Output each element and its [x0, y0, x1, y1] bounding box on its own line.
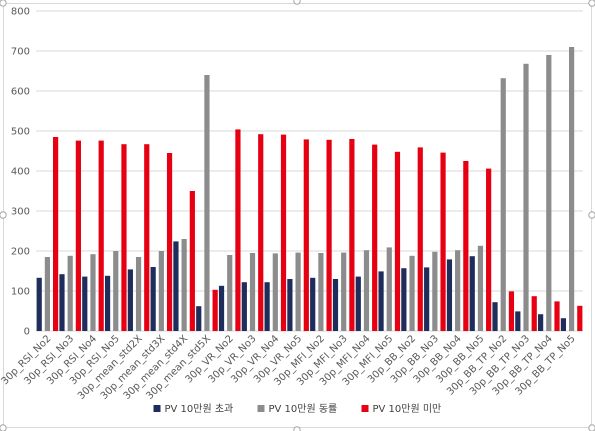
y-tick-label: 700 — [11, 47, 30, 58]
bar — [463, 161, 469, 331]
bar — [378, 271, 384, 331]
bar — [560, 318, 567, 331]
bar — [508, 291, 515, 331]
bar — [104, 275, 111, 331]
bar — [310, 277, 316, 331]
legend-swatch — [153, 405, 161, 412]
bar — [424, 267, 430, 331]
bar — [546, 55, 552, 331]
bar — [341, 252, 347, 331]
bar — [401, 268, 407, 331]
bar — [249, 253, 256, 331]
bar — [394, 151, 401, 331]
bar — [241, 282, 247, 331]
bar — [113, 251, 119, 331]
bar — [446, 259, 453, 331]
bar — [44, 257, 50, 331]
bar — [235, 129, 241, 331]
bar — [295, 252, 301, 331]
bar — [127, 269, 133, 331]
bar — [332, 279, 339, 331]
bar — [303, 139, 309, 331]
legend-label: PV 10만원 미만 — [373, 403, 442, 415]
y-tick-label: 400 — [11, 167, 30, 178]
bar — [212, 289, 218, 331]
bar — [189, 191, 195, 331]
bar — [417, 147, 423, 331]
bar — [144, 144, 150, 331]
bar — [59, 274, 65, 331]
bar — [264, 282, 270, 331]
y-tick-label: 0 — [24, 327, 30, 338]
resize-handle[interactable] — [0, 424, 7, 431]
bar — [90, 254, 96, 331]
bar — [173, 241, 179, 331]
bar — [500, 78, 506, 331]
y-tick-label: 300 — [11, 207, 30, 218]
resize-handle[interactable] — [293, 0, 301, 5]
bar — [272, 253, 278, 331]
bar — [577, 305, 583, 331]
bar — [82, 276, 88, 331]
legend-label: PV 10만원 초과 — [165, 403, 234, 415]
bar — [121, 144, 127, 331]
bar — [469, 256, 475, 331]
resize-handle[interactable] — [0, 0, 7, 7]
y-tick-label: 800 — [11, 7, 30, 18]
bar — [158, 251, 164, 331]
bar — [258, 134, 264, 331]
bar — [166, 153, 173, 331]
bar — [531, 296, 537, 331]
legend-swatch — [361, 405, 369, 412]
y-tick-label: 600 — [11, 87, 30, 98]
bar — [196, 306, 202, 331]
y-tick-label: 200 — [11, 247, 30, 258]
y-tick-label: 500 — [11, 127, 30, 138]
resize-handle[interactable] — [588, 211, 595, 219]
bar — [409, 255, 415, 331]
bar — [386, 247, 392, 331]
bar — [227, 255, 233, 331]
resize-handle[interactable] — [588, 424, 595, 431]
bar — [280, 134, 287, 331]
bar — [515, 311, 521, 331]
bar — [477, 245, 484, 331]
bar — [492, 302, 498, 331]
bar — [287, 279, 293, 331]
bar — [98, 140, 104, 331]
bar — [326, 139, 332, 331]
bar — [75, 140, 81, 331]
bar — [36, 277, 42, 331]
bar — [569, 47, 575, 331]
bar — [455, 250, 461, 331]
bar — [486, 168, 492, 331]
bar — [372, 144, 378, 331]
bar — [363, 250, 370, 331]
legend-swatch — [257, 405, 265, 412]
y-tick-label: 100 — [11, 287, 30, 298]
bar — [181, 239, 187, 331]
bar — [355, 276, 361, 331]
bar — [150, 267, 156, 331]
bar — [318, 253, 324, 331]
resize-handle[interactable] — [588, 0, 595, 7]
resize-handle[interactable] — [293, 426, 301, 431]
bar — [523, 63, 529, 332]
bar — [440, 152, 446, 331]
bar — [218, 285, 225, 331]
bar — [432, 251, 438, 331]
legend-label: PV 10만원 동률 — [269, 403, 338, 415]
bar — [67, 255, 73, 331]
bar — [52, 137, 59, 331]
resize-handle[interactable] — [0, 211, 7, 219]
bar — [554, 301, 560, 331]
bar — [135, 257, 142, 331]
bar — [204, 75, 210, 331]
bar — [349, 139, 355, 331]
bar — [538, 314, 544, 331]
